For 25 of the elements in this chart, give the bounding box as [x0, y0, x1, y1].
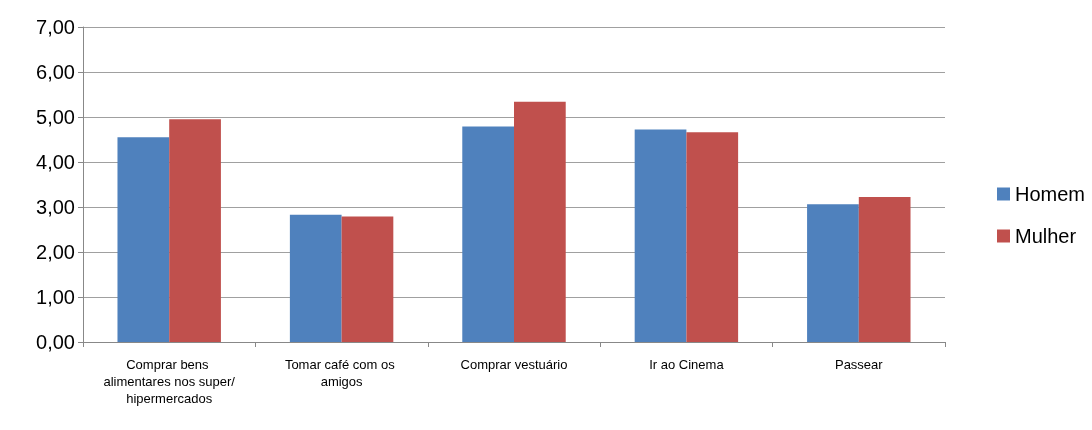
y-tick-label: 0,00 [36, 331, 75, 353]
bar [462, 126, 514, 342]
bar [686, 132, 739, 342]
y-tick-label: 7,00 [36, 16, 75, 38]
x-tick-label: Passear [834, 357, 884, 372]
bar [117, 137, 170, 342]
bar [289, 214, 342, 342]
x-tick-label: Comprar vestuário [460, 357, 568, 372]
bar [858, 197, 911, 342]
legend-label: Mulher [1014, 225, 1077, 247]
y-tick-label: 3,00 [36, 196, 75, 218]
bar [514, 101, 566, 342]
x-tick-label: Ir ao Cinema [649, 357, 725, 372]
bar [169, 119, 221, 342]
bar [807, 204, 859, 342]
legend-label: Homem [1014, 183, 1086, 205]
y-tick-label: 1,00 [36, 286, 75, 308]
x-tick-label: Comprar bens alimentares nos super/hipermercados [103, 357, 236, 406]
y-tick-label: 5,00 [36, 106, 75, 128]
y-tick-label: 2,00 [36, 241, 75, 263]
y-tick-label: 4,00 [36, 151, 75, 173]
x-tick-label: Tomar café com os amigos [284, 357, 399, 389]
bar [634, 129, 687, 342]
y-tick-label: 6,00 [36, 61, 75, 83]
bar [341, 216, 394, 342]
